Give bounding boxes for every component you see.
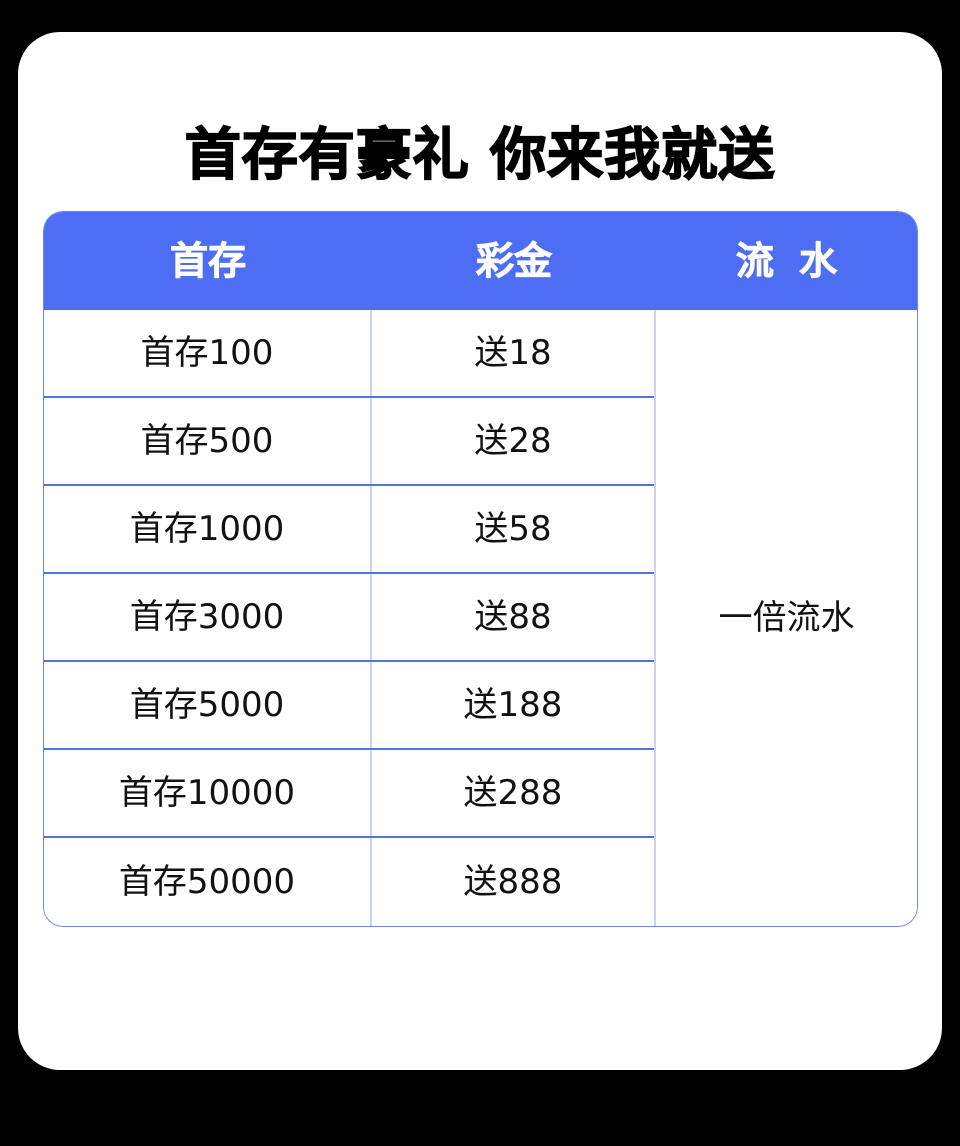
cell-deposit: 首存50000	[44, 838, 372, 926]
table-header-rollover: 流 水	[735, 239, 844, 283]
deposit-bonus-table: 首存 彩金 流 水 首存100 送18 首存500 送28 首存1000	[43, 211, 918, 927]
cell-bonus: 送88	[474, 597, 552, 637]
cell-bonus: 送28	[474, 421, 552, 461]
table-header-bonus: 彩金	[475, 239, 553, 283]
cell-bonus: 送58	[474, 509, 552, 549]
cell-deposit: 首存100	[44, 310, 372, 396]
cell-bonus: 送288	[463, 773, 563, 813]
cell-deposit: 首存500	[44, 398, 372, 484]
table-body: 首存100 送18 首存500 送28 首存1000 送58 首存3000 送8…	[44, 310, 917, 926]
cell-bonus: 送188	[463, 685, 563, 725]
table-row: 首存3000 送88	[44, 574, 654, 662]
cell-deposit: 首存5000	[44, 662, 372, 748]
cell-rollover-merged: 一倍流水	[718, 598, 855, 638]
table-rows-container: 首存100 送18 首存500 送28 首存1000 送58 首存3000 送8…	[44, 310, 656, 926]
table-row: 首存5000 送188	[44, 662, 654, 750]
table-row: 首存100 送18	[44, 310, 654, 398]
table-row: 首存1000 送58	[44, 486, 654, 574]
page-title: 首存有豪礼 你来我就送	[184, 123, 776, 189]
cell-deposit: 首存3000	[44, 574, 372, 660]
cell-deposit: 首存10000	[44, 750, 372, 836]
cell-bonus: 送888	[463, 862, 563, 902]
table-header-row: 首存 彩金 流 水	[44, 212, 917, 310]
table-row: 首存50000 送888	[44, 838, 654, 926]
cell-bonus: 送18	[474, 333, 552, 373]
promo-card: 首存有豪礼 你来我就送 首存 彩金 流 水 首存100 送18 首存500 送2…	[18, 32, 942, 1070]
table-row: 首存10000 送288	[44, 750, 654, 838]
table-row: 首存500 送28	[44, 398, 654, 486]
cell-deposit: 首存1000	[44, 486, 372, 572]
table-header-deposit: 首存	[169, 239, 247, 283]
table-frame: 首存 彩金 流 水 首存100 送18 首存500 送28 首存1000	[43, 211, 918, 927]
